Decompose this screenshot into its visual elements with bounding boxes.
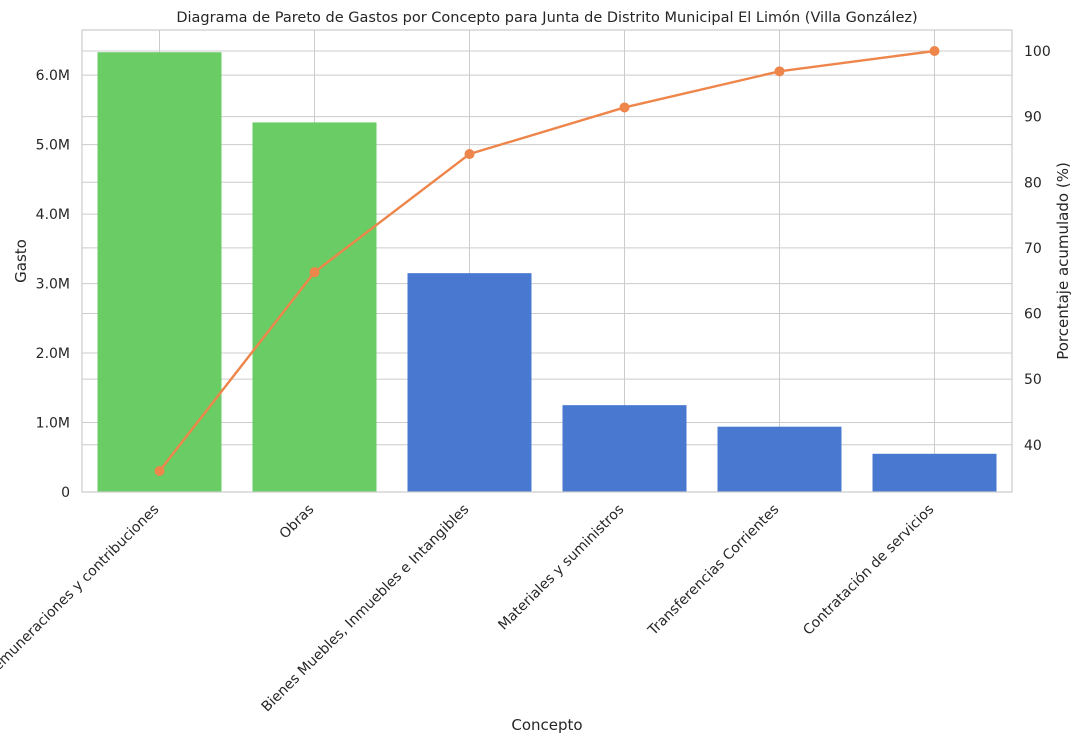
chart-title: Diagrama de Pareto de Gastos por Concept…: [176, 10, 917, 26]
grid-lines: [82, 30, 1012, 493]
bar-2: [252, 122, 377, 493]
y-tick-label: 4.0M: [36, 207, 70, 223]
bar-4: [562, 405, 687, 492]
cumulative-point-3: [464, 149, 475, 160]
y-axis-label: Gasto: [12, 239, 30, 283]
x-tick-label: Contratación de servicios: [800, 502, 937, 639]
bar-3: [407, 273, 532, 492]
y2-tick-label: 100: [1024, 44, 1051, 60]
y-tick-label: 3.0M: [36, 277, 70, 293]
cumulative-point-5: [774, 66, 785, 77]
cumulative-polyline: [158, 49, 935, 472]
bar-1: [97, 52, 222, 493]
cumulative-point-4: [619, 102, 630, 113]
x-axis-label: Concepto: [511, 716, 582, 734]
x-tick-label: Transferencias Corrientes: [645, 502, 783, 640]
axes-frame: [81, 29, 1013, 493]
x-tick-label: Remuneraciones y contribuciones: [0, 502, 162, 681]
plot-frame: [81, 29, 1013, 493]
y2-tick-label: 90: [1024, 110, 1042, 126]
y2-tick-label: 40: [1024, 438, 1042, 454]
cumulative-point-2: [309, 267, 320, 278]
y2-tick-label: 80: [1024, 175, 1042, 191]
cumulative-line: [154, 46, 940, 476]
y-tick-label: 2.0M: [36, 346, 70, 362]
cumulative-point-1: [154, 466, 165, 476]
bars: [97, 52, 997, 493]
y2-tick-label: 60: [1024, 307, 1042, 323]
x-tick-label: Obras: [277, 502, 318, 543]
bar-5: [717, 426, 842, 492]
y2-axis-label: Porcentaje acumulado (%): [1054, 162, 1072, 360]
y-tick-label: 5.0M: [36, 138, 70, 154]
y-tick-label: 6.0M: [36, 68, 70, 84]
y2-tick-label: 70: [1024, 241, 1042, 257]
y-tick-label: 1.0M: [36, 416, 70, 432]
y2-tick-label: 50: [1024, 372, 1042, 388]
bar-6: [872, 453, 997, 492]
y-tick-label: 0: [61, 485, 70, 501]
cumulative-point-6: [929, 46, 940, 56]
x-tick-label: Materiales y suministros: [495, 502, 627, 634]
